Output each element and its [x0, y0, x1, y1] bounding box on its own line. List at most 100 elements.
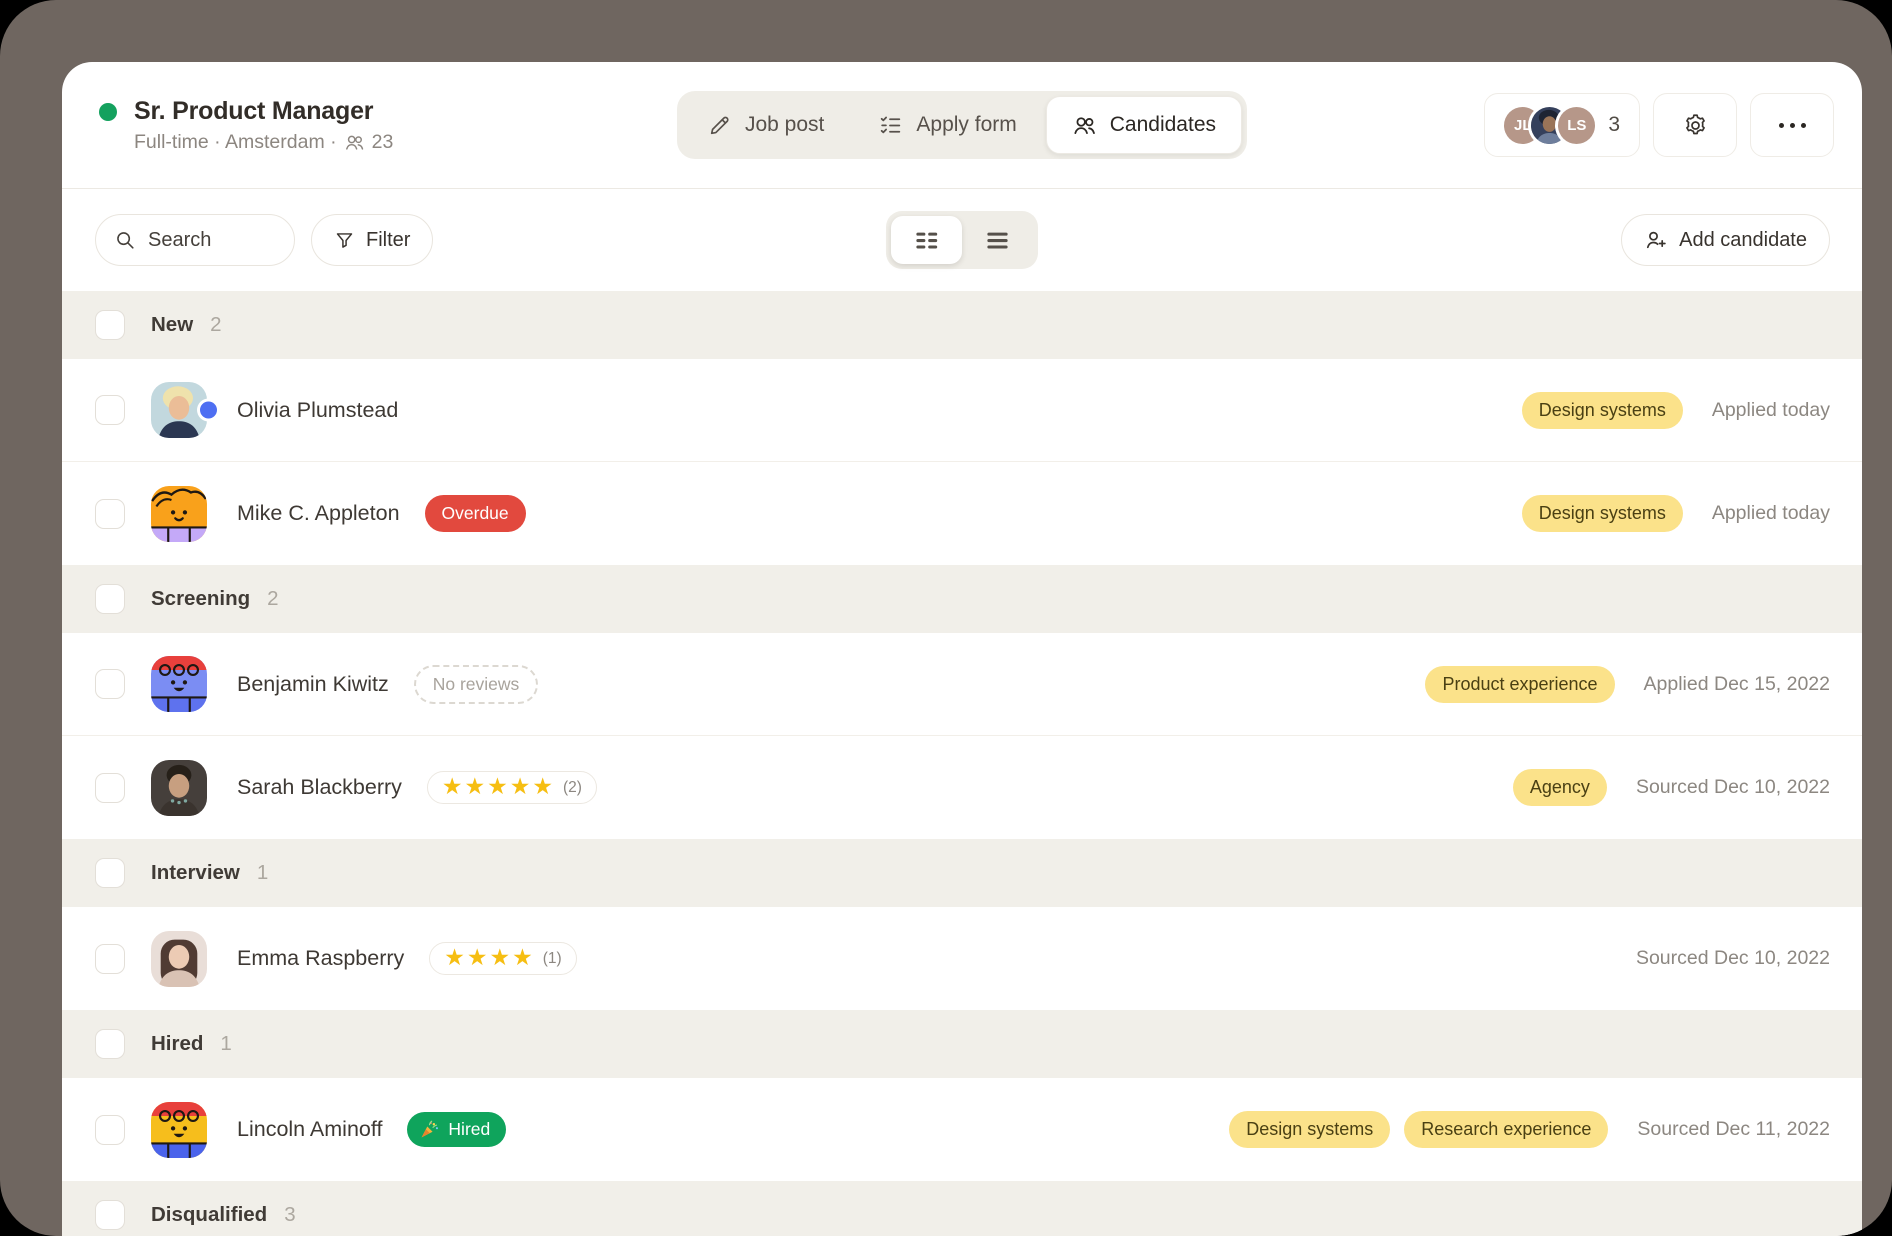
- team-members-button[interactable]: JL LS 3: [1484, 93, 1640, 157]
- candidate-avatar: [151, 759, 207, 816]
- list-toolbar: Filter Add candidate: [62, 189, 1862, 291]
- job-subtitle: Full-time · Amsterdam · 23: [134, 131, 393, 154]
- tab-label: Job post: [744, 113, 825, 136]
- candidate-avatar: [151, 1101, 207, 1158]
- hired-badge-label: Hired: [448, 1119, 491, 1139]
- job-card: Sr. Product Manager Full-time · Amsterda…: [62, 62, 1862, 1236]
- job-header: Sr. Product Manager Full-time · Amsterda…: [62, 62, 1862, 189]
- candidate-tag: Product experience: [1425, 665, 1615, 703]
- candidate-avatar: [151, 930, 207, 987]
- people-icon: [344, 132, 365, 153]
- grid-view-icon: [913, 227, 940, 254]
- list-view-toggle[interactable]: [962, 216, 1033, 264]
- add-candidate-label: Add candidate: [1679, 228, 1807, 251]
- stage-count: 2: [210, 313, 222, 336]
- overdue-badge: Overdue: [424, 495, 526, 532]
- party-popper-icon: [419, 1119, 440, 1140]
- funnel-icon: [334, 230, 355, 251]
- unread-indicator-dot: [200, 401, 217, 419]
- search-input[interactable]: [95, 214, 295, 266]
- candidate-checkbox[interactable]: [95, 772, 125, 803]
- tab-label: Candidates: [1109, 113, 1217, 136]
- candidate-date: Sourced Dec 10, 2022: [1635, 776, 1830, 798]
- job-title: Sr. Product Manager: [134, 97, 374, 125]
- stage-header-screening: Screening 2: [62, 565, 1862, 633]
- tab-job-post[interactable]: Job post: [682, 96, 849, 154]
- pipeline-stage: Disqualified 3: [62, 1181, 1862, 1236]
- no-reviews-pill: No reviews: [413, 664, 539, 704]
- candidate-row[interactable]: Mike C. Appleton Overdue Design systems …: [62, 462, 1862, 565]
- candidate-row[interactable]: Lincoln Aminoff Hired Design systems Rese…: [62, 1078, 1862, 1181]
- stage-count: 1: [256, 861, 269, 884]
- candidate-date: Applied today: [1711, 502, 1830, 524]
- stage-count: 2: [267, 587, 279, 610]
- board-view-toggle[interactable]: [891, 216, 962, 264]
- tab-candidates[interactable]: Candidates: [1045, 96, 1243, 154]
- stage-checkbox[interactable]: [95, 584, 125, 614]
- candidate-tags: Design systems: [1521, 391, 1683, 429]
- candidate-name: Sarah Blackberry: [237, 775, 402, 799]
- candidate-tags: Agency: [1512, 769, 1607, 806]
- candidate-checkbox[interactable]: [95, 1114, 125, 1145]
- filter-button[interactable]: Filter: [311, 214, 434, 266]
- stage-count: 3: [284, 1203, 296, 1226]
- search-box: [95, 214, 295, 266]
- candidate-tag: Design systems: [1521, 495, 1683, 532]
- candidate-name: Lincoln Aminoff: [237, 1117, 383, 1141]
- stage-header-hired: Hired 1: [62, 1010, 1862, 1078]
- job-subtitle-text: Full-time · Amsterdam ·: [134, 131, 337, 153]
- people-icon: [1072, 113, 1097, 138]
- stage-header-new: New 2: [62, 291, 1862, 359]
- candidate-avatar: [151, 382, 217, 438]
- candidate-row[interactable]: Olivia Plumstead Design systems Applied …: [62, 359, 1862, 462]
- star-icons: ★★★★: [444, 945, 535, 971]
- job-tabs: Job post Apply form Candidates: [676, 91, 1248, 159]
- candidate-tag: Research experience: [1404, 1111, 1609, 1148]
- job-candidate-count: 23: [371, 131, 394, 153]
- list-view-icon: [984, 227, 1011, 254]
- gear-icon: [1682, 112, 1709, 139]
- candidate-row[interactable]: Benjamin Kiwitz No reviews Product exper…: [62, 633, 1862, 736]
- candidate-tags: Design systems: [1521, 495, 1683, 532]
- star-rating: ★★★★★ (2): [426, 771, 597, 804]
- candidate-tags: Product experience: [1425, 665, 1615, 703]
- candidate-tag: Design systems: [1521, 391, 1683, 429]
- candidate-checkbox[interactable]: [95, 395, 125, 425]
- add-candidate-button[interactable]: Add candidate: [1621, 214, 1830, 266]
- candidate-avatar: [151, 485, 207, 542]
- candidate-name: Benjamin Kiwitz: [237, 671, 389, 696]
- tab-label: Apply form: [916, 113, 1017, 136]
- pipeline-stage: New 2 Olivia Plumstead Design systems Ap…: [62, 291, 1862, 565]
- candidate-date: Sourced Dec 11, 2022: [1637, 1118, 1830, 1140]
- job-status-dot: [99, 103, 117, 121]
- pipeline-stage: Interview 1 Emma Raspberry ★★★★ (1) Sourc…: [62, 839, 1862, 1010]
- tab-apply-form[interactable]: Apply form: [853, 96, 1041, 154]
- stage-checkbox[interactable]: [95, 1200, 125, 1230]
- ellipsis-icon: [1778, 122, 1806, 128]
- filter-button-label: Filter: [366, 228, 411, 251]
- member-avatar-photo: [1531, 106, 1569, 144]
- settings-button[interactable]: [1653, 93, 1737, 157]
- candidate-name: Olivia Plumstead: [237, 397, 399, 422]
- review-count: (2): [563, 778, 582, 796]
- more-options-button[interactable]: [1750, 93, 1834, 157]
- candidate-row[interactable]: Sarah Blackberry ★★★★★ (2) Agency Sourced…: [62, 736, 1862, 839]
- stage-label: Hired: [151, 1032, 204, 1055]
- stage-checkbox[interactable]: [95, 310, 125, 340]
- candidate-checkbox[interactable]: [95, 498, 125, 529]
- candidate-checkbox[interactable]: [95, 943, 125, 974]
- candidate-checkbox[interactable]: [95, 669, 125, 699]
- checklist-icon: [878, 113, 903, 138]
- star-icons: ★★★★★: [441, 774, 556, 800]
- candidate-tag: Agency: [1512, 769, 1607, 806]
- stage-checkbox[interactable]: [95, 1029, 125, 1059]
- hired-badge: Hired: [407, 1112, 507, 1147]
- candidate-date: Applied today: [1711, 398, 1830, 421]
- star-rating: ★★★★ (1): [429, 942, 577, 975]
- candidate-tag: Design systems: [1229, 1111, 1391, 1148]
- candidate-row[interactable]: Emma Raspberry ★★★★ (1) Sourced Dec 10, 2…: [62, 907, 1862, 1010]
- member-avatar-initials: LS: [1558, 106, 1596, 144]
- job-info: Sr. Product Manager Full-time · Amsterda…: [99, 96, 393, 154]
- stage-checkbox[interactable]: [95, 858, 125, 888]
